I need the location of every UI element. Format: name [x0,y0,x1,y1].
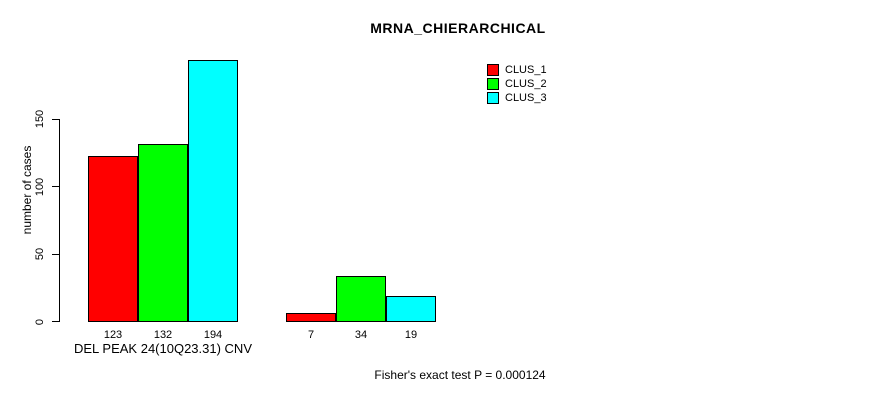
legend-swatch-clus_2 [487,78,499,90]
legend-label: CLUS_1 [505,64,547,76]
bar-value-label: 123 [103,328,123,341]
chart-title: MRNA_CHIERARCHICAL [370,20,546,36]
bar-clus_2-group2 [336,275,386,322]
bar-clus_1-group2 [286,312,336,322]
bar-value-label: 7 [307,328,315,341]
bar-clus_2-group1 [138,143,188,322]
bar-value-label: 132 [153,328,173,341]
y-tick-label: 150 [34,109,46,129]
bar-value-label: 194 [203,328,223,341]
y-tick-mark [52,118,59,120]
legend-label: CLUS_2 [505,78,547,90]
legend: CLUS_1 CLUS_2 CLUS_3 [487,63,547,105]
y-axis-label: number of cases [20,145,34,235]
bar-clus_3-group1 [188,59,238,322]
y-tick-label: 50 [34,247,46,261]
bar-clus_1-group1 [88,155,138,322]
bar-value-label: 34 [354,328,368,341]
y-axis-line [59,119,60,322]
bar-clus_3-group2 [386,295,436,322]
legend-swatch-clus_1 [487,64,499,76]
x-category-label: DEL PEAK 24(10Q23.31) CNV [74,341,252,356]
y-tick-label: 0 [34,318,46,325]
bar-value-label: 19 [404,328,418,341]
y-tick-label: 100 [34,177,46,196]
y-tick-mark [52,321,59,322]
y-tick-mark [52,186,59,187]
legend-swatch-clus_3 [487,92,499,104]
y-tick-mark [52,253,59,255]
fisher-test-annotation: Fisher's exact test P = 0.000124 [374,368,546,382]
legend-item-clus_2: CLUS_2 [487,77,547,91]
legend-item-clus_1: CLUS_1 [487,63,547,77]
legend-label: CLUS_3 [505,92,547,104]
legend-item-clus_3: CLUS_3 [487,91,547,105]
